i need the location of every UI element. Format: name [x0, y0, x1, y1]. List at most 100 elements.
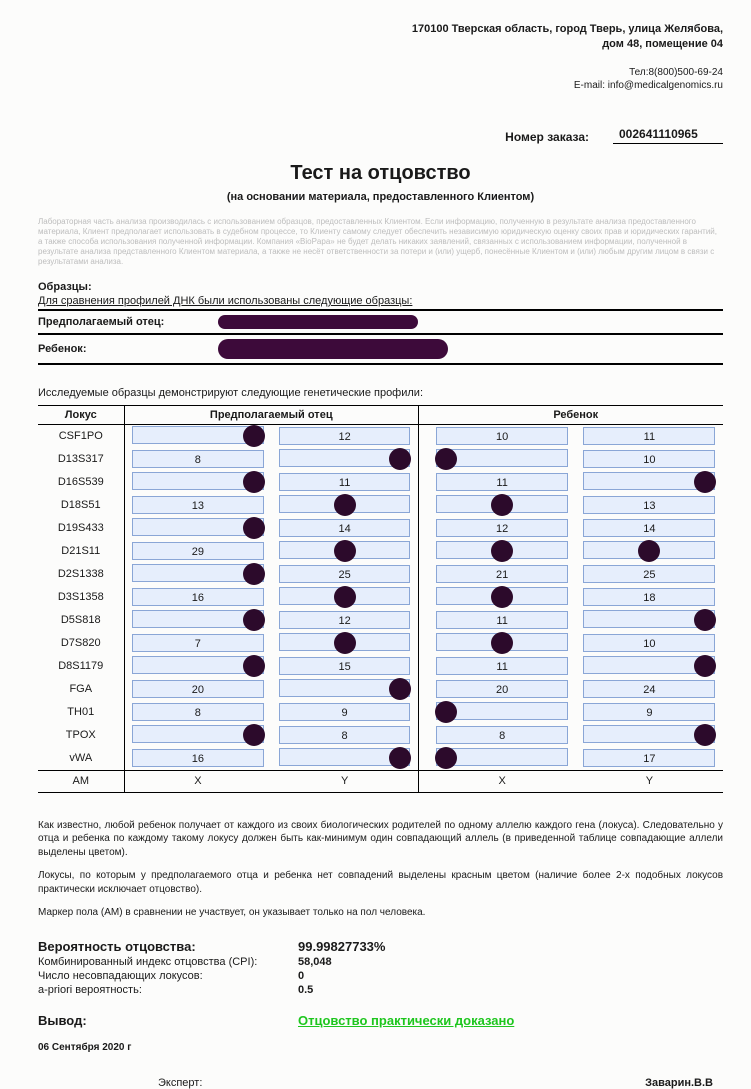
samples-sub: Для сравнения профилей ДНК были использо…	[38, 295, 723, 307]
allele-box: 16	[132, 749, 263, 767]
gap-cell	[419, 701, 429, 724]
allele-cell	[124, 724, 271, 747]
contact-block: Тел:8(800)500-69-24 E-mail: info@medical…	[38, 66, 723, 93]
allele-cell	[576, 724, 723, 747]
genotype-table: Локус Предполагаемый отец Ребенок CSF1PO…	[38, 405, 723, 793]
table-row: D7S820710	[38, 632, 723, 655]
gap-cell	[419, 632, 429, 655]
allele-cell: 7	[124, 632, 271, 655]
allele-cell: 10	[576, 448, 723, 471]
table-row: TH01899	[38, 701, 723, 724]
allele-cell	[429, 701, 576, 724]
locus-cell: TH01	[38, 701, 124, 724]
allele-box: 14	[583, 519, 715, 537]
divider	[38, 363, 723, 365]
allele-cell: 11	[429, 609, 576, 632]
gap-cell	[419, 563, 429, 586]
redacted-dot	[694, 655, 716, 677]
table-row: D2S1338252125	[38, 563, 723, 586]
locus-cell: TPOX	[38, 724, 124, 747]
allele-cell	[576, 609, 723, 632]
divider	[38, 333, 723, 335]
table-row: D21S1129	[38, 540, 723, 563]
allele-cell	[429, 632, 576, 655]
locus-cell: D7S820	[38, 632, 124, 655]
tel-label: Тел:	[629, 67, 648, 78]
allele-cell: 11	[429, 655, 576, 678]
allele-box: 21	[436, 565, 568, 583]
table-row: D13S317810	[38, 448, 723, 471]
allele-box: 12	[279, 611, 410, 629]
tel-value: 8(800)500-69-24	[649, 67, 724, 78]
allele-cell	[429, 448, 576, 471]
am-cell: X	[124, 770, 271, 792]
allele-cell	[271, 632, 418, 655]
table-row: D18S511313	[38, 494, 723, 517]
table-header-row: Локус Предполагаемый отец Ребенок	[38, 405, 723, 424]
table-row: D16S5391111	[38, 471, 723, 494]
allele-box: 13	[132, 496, 263, 514]
allele-cell: 14	[271, 517, 418, 540]
am-row: AMXYXY	[38, 770, 723, 792]
order-number: 002641110965	[613, 127, 723, 144]
allele-cell: 8	[124, 448, 271, 471]
table-row: D19S433 14 12 14	[38, 517, 723, 540]
gap-cell	[419, 770, 429, 792]
allele-box: 11	[436, 473, 568, 491]
redacted-child	[218, 339, 448, 359]
samples-heading: Образцы:	[38, 281, 723, 293]
allele-cell: 16	[124, 586, 271, 609]
locus-cell: D16S539	[38, 471, 124, 494]
allele-cell: 18	[576, 586, 723, 609]
allele-cell: 17	[576, 747, 723, 771]
allele-cell	[576, 540, 723, 563]
gap-cell	[419, 494, 429, 517]
allele-cell: 9	[271, 701, 418, 724]
locus-cell: D5S818	[38, 609, 124, 632]
gap-cell	[419, 747, 429, 771]
redacted-dot	[435, 747, 457, 769]
apriori-label: a-priori вероятность:	[38, 984, 298, 996]
redacted-dot	[694, 609, 716, 631]
allele-box: 8	[436, 726, 568, 744]
report-date: 06 Сентября 2020 г	[38, 1042, 723, 1053]
allele-box: 25	[279, 565, 410, 583]
result-mismatch: Число несовпадающих локусов: 0	[38, 969, 723, 983]
allele-box: 8	[132, 703, 263, 721]
allele-box: 7	[132, 634, 263, 652]
allele-box: 15	[279, 657, 410, 675]
signature-row: Эксперт: Заварин.В.В	[38, 1077, 723, 1089]
am-cell: X	[429, 770, 576, 792]
table-row: vWA1617	[38, 747, 723, 771]
locus-cell: D2S1338	[38, 563, 124, 586]
father-label: Предполагаемый отец:	[38, 316, 218, 328]
profiles-intro: Исследуемые образцы демонстрируют следую…	[38, 387, 723, 399]
locus-cell: CSF1PO	[38, 424, 124, 448]
email-value: info@medicalgenomics.ru	[608, 80, 723, 91]
allele-box: 17	[583, 749, 715, 767]
header: 170100 Тверская область, город Тверь, ул…	[38, 22, 723, 93]
allele-cell	[429, 540, 576, 563]
child-label: Ребенок:	[38, 343, 218, 355]
allele-cell: 25	[271, 563, 418, 586]
allele-cell: 12	[429, 517, 576, 540]
gap-cell	[419, 678, 429, 701]
conclusion-value: Отцовство практически доказано	[298, 1013, 514, 1028]
gap-cell	[419, 724, 429, 747]
redacted-dot	[243, 724, 265, 746]
allele-cell	[124, 517, 271, 540]
redacted-dot	[389, 747, 411, 769]
allele-box: 10	[583, 450, 715, 468]
allele-box: 20	[132, 680, 263, 698]
allele-box: 11	[436, 657, 568, 675]
allele-cell	[271, 494, 418, 517]
sample-row-child: Ребенок:	[38, 337, 723, 361]
allele-cell: 20	[124, 678, 271, 701]
redacted-dot	[243, 563, 265, 585]
allele-box: 24	[583, 680, 715, 698]
allele-box: 8	[132, 450, 263, 468]
col-child: Ребенок	[429, 405, 724, 424]
locus-cell: D19S433	[38, 517, 124, 540]
locus-cell: D18S51	[38, 494, 124, 517]
allele-box: 9	[583, 703, 715, 721]
